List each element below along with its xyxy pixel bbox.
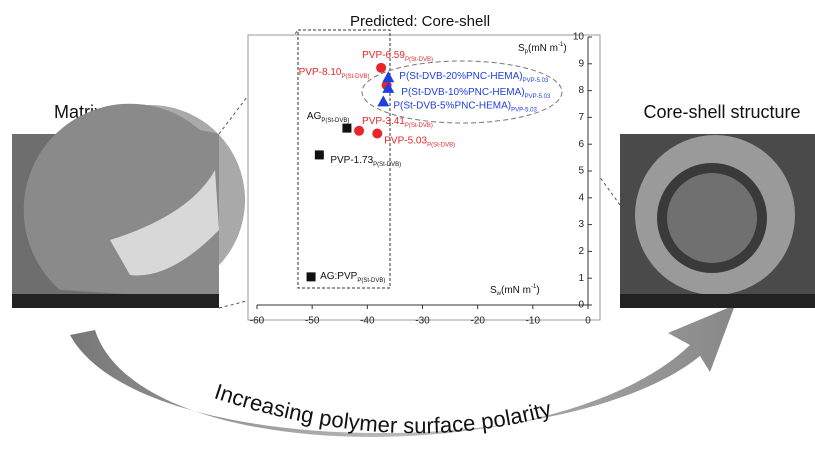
point-label-text: P(St-DVB-10%PNC-HEMA) [401, 87, 524, 98]
point-label: PVP-3.41P(St-DVB) [362, 115, 433, 128]
point-label-sub: P(St-DVB) [373, 161, 401, 167]
y-label-main: S [518, 43, 525, 54]
point [342, 123, 352, 133]
y-tick-label: 5 [578, 166, 584, 177]
point-label-sub: P(St-DVB) [405, 122, 433, 128]
y-label-sup: -1 [558, 42, 564, 48]
point-label-sub: PVP-5.03 [511, 107, 537, 113]
y-tick-label: 1 [578, 273, 584, 284]
point-label-text: P(St-DVB-5%PNC-HEMA) [393, 100, 511, 111]
sem-image-left [12, 103, 245, 308]
dashed-box [297, 29, 391, 289]
point-label-text: PVP-5.03 [384, 135, 427, 146]
y-tick-label: 2 [578, 246, 584, 257]
point-label-text: PVP-6.59 [362, 49, 405, 60]
point-label-text: P(St-DVB-20%PNC-HEMA) [399, 71, 522, 82]
arrow-caption: Increasing polymer surface polarity [212, 379, 554, 438]
x-tick-label: -20 [470, 316, 485, 327]
x-label-main: S [490, 285, 497, 296]
x-tick-label: -30 [415, 316, 430, 327]
point-label-text: PVP-8.10 [299, 67, 342, 78]
y-tick-label: 0 [578, 300, 584, 311]
point [377, 95, 390, 107]
x-tick-label: 0 [585, 316, 591, 327]
point [306, 272, 316, 282]
y-tick-label: 6 [578, 139, 584, 150]
arrow-caption-path: Increasing polymer surface polarity [212, 379, 554, 438]
y-tick-label: 10 [573, 32, 585, 43]
x-tick-label: -60 [250, 316, 265, 327]
dashed-ellipse [361, 60, 563, 124]
x-label-unit: (mN m [501, 285, 531, 296]
right-caption: Core-shell structure [643, 102, 800, 122]
point-label-sub: P(St-DVB) [321, 118, 349, 124]
x-label-sup: -1 [531, 284, 537, 290]
point [382, 71, 395, 83]
x-label-close: ) [536, 285, 539, 296]
point-label: P(St-DVB-5%PNC-HEMA)PVP-5.03 [393, 100, 537, 113]
point-label: PVP-5.03P(St-DVB) [384, 135, 455, 148]
point-label-text: PVP-1.73 [330, 155, 373, 166]
point-label-sub: P(St-DVB) [357, 277, 385, 283]
y-tick-label: 8 [578, 85, 584, 96]
point-label: P(St-DVB-20%PNC-HEMA)PVP-5.03 [399, 71, 549, 84]
point [354, 125, 365, 136]
x-tick-label: -40 [360, 316, 375, 327]
y-tick-label: 4 [578, 192, 584, 203]
y-label-unit: (mN m [528, 43, 558, 54]
point-label: PVP-8.10P(St-DVB) [299, 67, 370, 80]
y-tick-label: 9 [578, 58, 584, 69]
y-label-close: ) [563, 43, 566, 54]
y-axis-label: Sp(mN m-1) [518, 42, 567, 55]
x-label-sub: w [496, 291, 502, 297]
point-label-sub: P(St-DVB) [405, 56, 433, 62]
point-label-sub: P(St-DVB) [341, 74, 369, 80]
sem-image-right [620, 134, 815, 308]
point [372, 128, 383, 139]
x-axis-label: Sw(mN m-1) [490, 284, 540, 297]
point [382, 81, 395, 93]
point-label-text: AG:PVP [320, 271, 358, 282]
point-label-sub: PVP-5.03 [525, 93, 551, 99]
x-tick-label: -50 [305, 316, 320, 327]
point [376, 62, 387, 73]
point-label: AG:PVPP(St-DVB) [320, 271, 385, 284]
point [314, 150, 324, 160]
point-label: P(St-DVB-10%PNC-HEMA)PVP-5.03 [401, 87, 551, 100]
point-label-text: AG [307, 111, 322, 122]
y-tick-label: 3 [578, 219, 584, 230]
point-label: PVP-6.59P(St-DVB) [362, 49, 433, 62]
chart-title: Predicted: Core-shell [350, 13, 490, 30]
x-tick-label: -10 [526, 316, 541, 327]
point-label: PVP-1.73P(St-DVB) [330, 155, 401, 168]
y-tick-label: 7 [578, 112, 584, 123]
point-label-text: PVP-3.41 [362, 115, 405, 126]
point-label-sub: PVP-5.03 [523, 78, 549, 84]
point-label-sub: P(St-DVB) [427, 142, 455, 148]
point-label: AGP(St-DVB) [307, 111, 349, 124]
y-label-sub: p [525, 49, 529, 55]
